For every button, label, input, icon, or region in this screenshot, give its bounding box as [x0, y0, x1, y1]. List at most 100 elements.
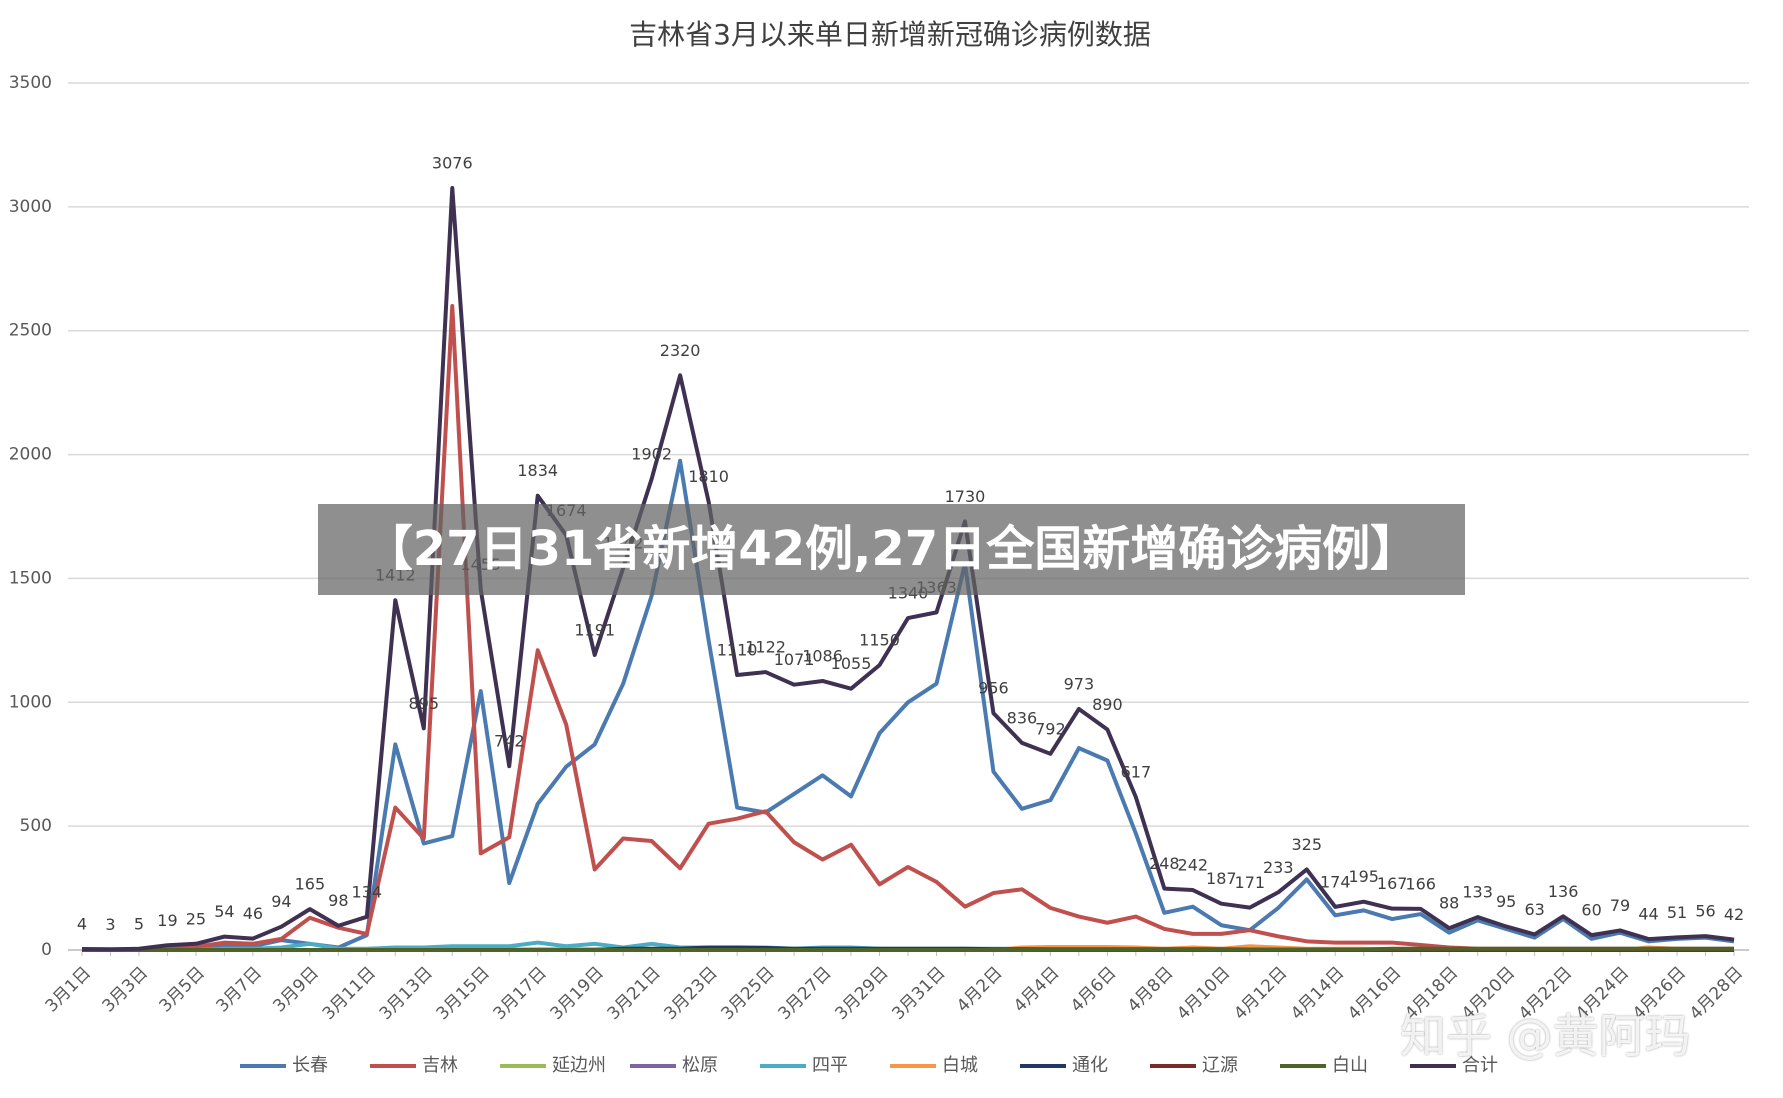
data-label: 895: [409, 694, 440, 713]
x-tick-label: 3月1日: [42, 963, 95, 1016]
data-label: 134: [352, 882, 383, 901]
data-label: 174: [1320, 872, 1351, 891]
data-label: 171: [1235, 873, 1266, 892]
y-tick-label: 2500: [9, 321, 52, 341]
y-tick-label: 2000: [9, 445, 52, 465]
data-label: 956: [978, 679, 1009, 698]
x-tick-label: 3月17日: [490, 963, 551, 1024]
legend-label: 松原: [682, 1055, 718, 1076]
chart-title: 吉林省3月以来单日新增新冠确诊病例数据: [629, 18, 1151, 51]
data-label: 1055: [831, 654, 872, 673]
data-label: 46: [243, 904, 263, 923]
legend-label: 合计: [1462, 1055, 1498, 1076]
x-tick-label: 3月25日: [718, 963, 779, 1024]
data-label: 79: [1610, 896, 1630, 915]
data-label: 890: [1092, 695, 1123, 714]
headline-banner: 【27日31省新增42例,27日全国新增确诊病例】: [318, 504, 1465, 595]
x-tick-label: 3月3日: [99, 963, 152, 1016]
x-tick-label: 4月10日: [1173, 963, 1234, 1024]
data-label: 19: [157, 911, 177, 930]
y-tick-label: 1000: [9, 692, 52, 712]
data-label: 1834: [517, 461, 558, 480]
data-label: 166: [1405, 874, 1436, 893]
data-label: 1730: [945, 487, 986, 506]
data-label: 792: [1035, 719, 1066, 738]
data-label: 3: [105, 915, 115, 934]
legend-label: 白山: [1332, 1055, 1368, 1076]
data-label: 325: [1291, 835, 1322, 854]
data-label: 51: [1667, 903, 1687, 922]
x-tick-label: 3月23日: [661, 963, 722, 1024]
data-label: 1191: [574, 620, 615, 639]
data-label: 1122: [745, 638, 786, 657]
y-tick-label: 3000: [9, 197, 52, 217]
legend-label: 辽源: [1202, 1055, 1238, 1076]
x-tick-label: 3月27日: [774, 963, 835, 1024]
data-label: 1810: [688, 467, 729, 486]
x-tick-label: 3月29日: [831, 963, 892, 1024]
x-tick-label: 3月31日: [888, 963, 949, 1024]
data-label: 5: [134, 914, 144, 933]
x-tick-label: 4月8日: [1124, 963, 1177, 1016]
data-label: 187: [1206, 869, 1237, 888]
x-tick-label: 4月4日: [1010, 963, 1063, 1016]
data-label: 617: [1121, 763, 1152, 782]
legend-label: 长春: [292, 1055, 328, 1076]
x-tick-label: 3月19日: [547, 963, 608, 1024]
data-label: 95: [1496, 892, 1516, 911]
data-label: 54: [214, 902, 234, 921]
x-tick-label: 3月7日: [212, 963, 265, 1016]
y-tick-label: 1500: [9, 568, 52, 588]
data-label: 1902: [631, 444, 672, 463]
data-label: 242: [1178, 856, 1209, 875]
data-label: 167: [1377, 874, 1408, 893]
legend-label: 延边州: [552, 1055, 606, 1076]
data-label: 2320: [660, 341, 701, 360]
legend-label: 通化: [1072, 1055, 1108, 1076]
data-label: 60: [1581, 901, 1601, 920]
x-tick-label: 3月13日: [376, 963, 437, 1024]
x-tick-label: 3月15日: [433, 963, 494, 1024]
x-tick-label: 3月11日: [319, 963, 380, 1024]
y-tick-label: 0: [41, 940, 52, 960]
data-label: 98: [328, 891, 348, 910]
data-label: 3076: [432, 154, 473, 173]
data-label: 133: [1462, 883, 1493, 902]
data-label: 42: [1724, 905, 1744, 924]
data-label: 233: [1263, 858, 1294, 877]
data-label: 165: [295, 875, 326, 894]
data-label: 136: [1548, 882, 1579, 901]
series-line: [81, 186, 1735, 952]
y-tick-label: 500: [20, 816, 52, 836]
series-line: [82, 946, 1734, 952]
data-label: 1110: [717, 641, 758, 660]
x-tick-label: 3月21日: [604, 963, 665, 1024]
data-label: 56: [1695, 902, 1715, 921]
data-label: 1071: [774, 650, 815, 669]
y-tick-label: 3500: [9, 73, 52, 93]
data-label: 742: [494, 732, 525, 751]
data-label: 1086: [802, 646, 843, 665]
series-line: [82, 458, 1735, 952]
data-label: 973: [1064, 674, 1095, 693]
data-label: 94: [271, 892, 291, 911]
x-tick-label: 4月2日: [953, 963, 1006, 1016]
x-tick-label: 3月5日: [156, 963, 209, 1016]
data-label: 25: [186, 909, 206, 928]
legend-label: 吉林: [422, 1055, 458, 1076]
data-label: 195: [1348, 867, 1379, 886]
series-line: [82, 303, 1734, 952]
legend-label: 四平: [812, 1055, 848, 1076]
data-label: 4: [77, 915, 87, 934]
x-tick-label: 4月6日: [1067, 963, 1120, 1016]
data-label: 248: [1149, 854, 1180, 873]
x-tick-label: 4月28日: [1686, 963, 1747, 1024]
data-label: 44: [1638, 905, 1658, 924]
x-tick-label: 3月9日: [269, 963, 322, 1016]
data-label: 836: [1007, 708, 1038, 727]
x-tick-label: 4月14日: [1287, 963, 1348, 1024]
data-label: 63: [1524, 900, 1544, 919]
